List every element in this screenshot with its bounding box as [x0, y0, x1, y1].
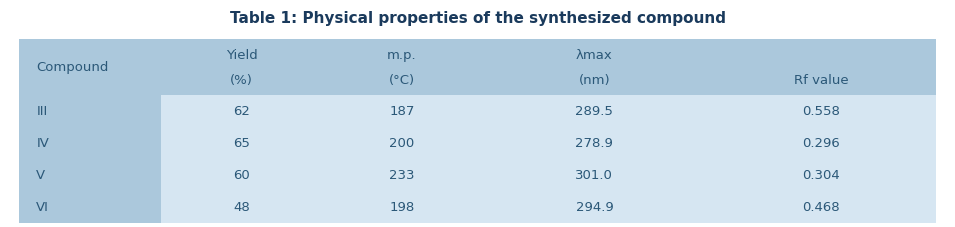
Text: 198: 198	[390, 201, 414, 214]
Text: m.p.: m.p.	[387, 49, 416, 62]
Text: Compound: Compound	[36, 61, 109, 74]
Bar	[161, 127, 936, 159]
Text: (%): (%)	[230, 74, 253, 86]
Text: 0.296: 0.296	[802, 137, 840, 150]
Bar	[161, 159, 936, 191]
Text: Yield: Yield	[225, 49, 257, 62]
Text: 278.9: 278.9	[576, 137, 613, 150]
Text: 60: 60	[233, 169, 250, 182]
Bar	[19, 127, 161, 159]
Text: (nm): (nm)	[579, 74, 610, 86]
Text: IV: IV	[36, 137, 49, 150]
Text: Table 1: Physical properties of the synthesized compound: Table 1: Physical properties of the synt…	[229, 10, 726, 25]
Bar	[161, 96, 936, 127]
Text: VI: VI	[36, 201, 49, 214]
Text: 289.5: 289.5	[576, 105, 613, 118]
Text: 294.9: 294.9	[576, 201, 613, 214]
Text: 48: 48	[233, 201, 250, 214]
Text: 65: 65	[233, 137, 250, 150]
Text: 0.558: 0.558	[802, 105, 840, 118]
Bar	[19, 96, 161, 127]
Text: 0.304: 0.304	[802, 169, 840, 182]
Text: λmax: λmax	[576, 49, 613, 62]
Text: 187: 187	[390, 105, 414, 118]
Text: V: V	[36, 169, 46, 182]
Text: 301.0: 301.0	[576, 169, 613, 182]
Bar	[19, 40, 936, 96]
Text: 0.468: 0.468	[802, 201, 840, 214]
Text: (°C): (°C)	[389, 74, 414, 86]
Text: III: III	[36, 105, 48, 118]
Bar	[19, 191, 161, 223]
Text: 62: 62	[233, 105, 250, 118]
Bar	[161, 191, 936, 223]
Text: Rf value: Rf value	[794, 74, 849, 86]
Bar	[19, 159, 161, 191]
Text: 233: 233	[389, 169, 414, 182]
Text: 200: 200	[390, 137, 414, 150]
